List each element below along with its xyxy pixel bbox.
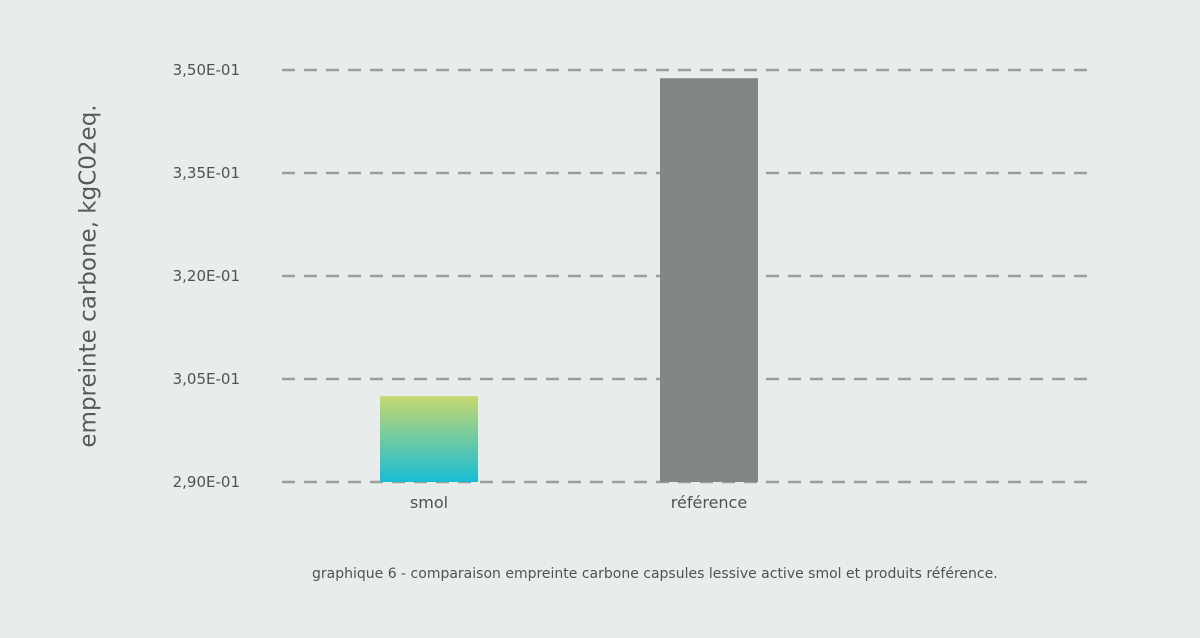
bar-reference	[660, 78, 758, 483]
y-axis-label: empreinte carbone, kgC02eq.	[76, 104, 102, 447]
bars	[380, 78, 758, 483]
bar-smol	[380, 396, 478, 482]
y-tick-label: 3,35E-01	[173, 164, 240, 182]
y-tick-label: 3,50E-01	[173, 61, 240, 79]
x-axis-categories: smol référence	[410, 493, 747, 512]
y-tick-label: 3,20E-01	[173, 267, 240, 285]
y-axis-ticks: 2,90E-01 3,05E-01 3,20E-01 3,35E-01 3,50E-01	[173, 61, 240, 491]
chart-caption: graphique 6 - comparaison empreinte carb…	[312, 566, 998, 582]
x-category-label: smol	[410, 493, 448, 512]
x-category-label: référence	[671, 493, 747, 512]
y-tick-label: 3,05E-01	[173, 370, 240, 388]
y-tick-label: 2,90E-01	[173, 473, 240, 491]
